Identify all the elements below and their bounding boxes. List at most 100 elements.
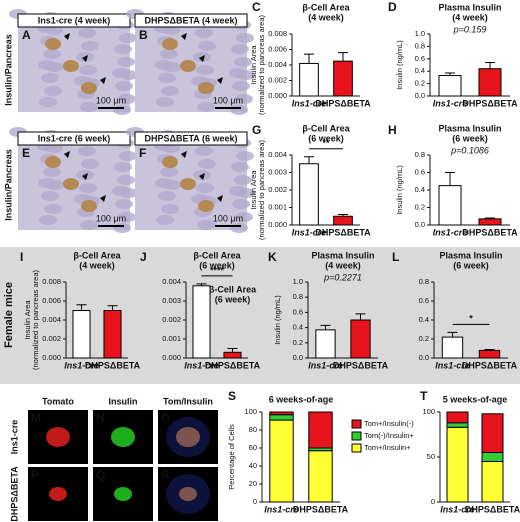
tissue — [79, 65, 97, 75]
tissue — [114, 162, 132, 172]
tissue — [197, 220, 215, 230]
legend-label: Tom(-)/Insulin+ — [364, 431, 414, 440]
chart-title: 6 weeks-of-age — [269, 394, 334, 404]
legend-label: Tom+/Insulin+ — [364, 443, 411, 452]
p-value: p=0.2271 — [323, 272, 362, 282]
label-box — [134, 131, 248, 146]
bar — [103, 310, 122, 359]
y-tick-label: 0.003 — [268, 167, 287, 176]
error-bar — [338, 52, 348, 62]
x-tick-label: DHPSΔBETA — [465, 504, 520, 514]
y-tick-label: 0.6 — [415, 167, 425, 176]
chart-subtitle: (4 week) — [79, 260, 115, 270]
label-box — [17, 131, 131, 146]
tissue — [78, 28, 96, 38]
chart-subtitle: (6 week) — [199, 260, 235, 270]
bar — [299, 62, 319, 97]
tissue — [119, 151, 137, 161]
x-tick-label: Ins1-cre — [184, 360, 219, 370]
y-tick-label: 40 — [249, 461, 257, 470]
micrograph-label: DHPSΔBETA (6 week) — [145, 133, 238, 143]
chart-title: β-Cell Area — [73, 250, 121, 260]
y-tick-label: 0.006 — [268, 44, 287, 53]
error-bar — [485, 217, 495, 219]
islet — [198, 200, 214, 212]
y-tick-label: 0.008 — [42, 277, 61, 286]
arrowhead — [64, 33, 70, 40]
panel-letter: D — [388, 0, 397, 14]
tissue — [232, 81, 250, 91]
y-tick-label: 0.001 — [162, 334, 181, 343]
error-bar — [304, 156, 314, 164]
tissue — [196, 183, 214, 193]
y-tick-label: 0.004 — [42, 315, 61, 324]
panel-letter: B — [139, 28, 148, 42]
y-tick-label: 0.006 — [42, 296, 61, 305]
tissue — [39, 215, 57, 225]
error-bar — [447, 331, 458, 338]
y-tick-label: 0.4 — [419, 315, 429, 324]
row-label: Ins1-cre — [9, 420, 19, 455]
chart-title: Plasma Insulin — [438, 123, 501, 133]
x-tick-label: DHPSΔBETA — [205, 360, 261, 370]
y-tick-label: 60 — [249, 443, 257, 452]
y-tick-label: 0.001 — [268, 202, 287, 211]
tissue — [119, 33, 137, 43]
bar — [333, 60, 353, 97]
arrowhead — [217, 77, 223, 84]
islet — [63, 178, 79, 190]
tissue — [112, 186, 130, 196]
tissue — [115, 81, 133, 91]
bar-segment — [308, 411, 333, 449]
y-tick-label: 0.8 — [415, 41, 425, 50]
signal — [114, 487, 132, 501]
chart-title: β-Cell Area — [193, 250, 241, 260]
y-tick-label: 0.4 — [415, 66, 425, 75]
tissue — [118, 212, 136, 222]
tissue — [114, 44, 132, 54]
bar-segment — [446, 426, 469, 503]
error-bar — [227, 348, 238, 353]
tissue — [230, 223, 248, 233]
bar — [192, 285, 211, 359]
tissue — [234, 57, 252, 67]
y-tick-label: 100 — [244, 407, 257, 416]
arrowhead — [82, 173, 88, 180]
islet — [162, 156, 178, 168]
micrograph-label: Ins1-cre (6 week) — [38, 133, 111, 143]
panel-letter: Q — [96, 468, 105, 482]
y-axis-label: (normalized to pancreas area) — [257, 139, 266, 240]
tissue — [81, 159, 99, 169]
tissue — [229, 68, 247, 78]
x-tick-label: Ins1-cre — [64, 360, 99, 370]
y-tick-label: 0.6 — [293, 307, 303, 316]
tissue — [43, 167, 61, 177]
y-tick-label: 0.004 — [268, 60, 287, 69]
arrowhead — [217, 195, 223, 202]
bar — [441, 336, 464, 359]
y-tick-label: 0.2 — [415, 79, 425, 88]
x-tick-label: DHPSΔBETA — [462, 98, 518, 108]
islet — [81, 82, 97, 94]
micrograph-label: DHPSΔBETA (4 week) — [145, 15, 238, 25]
panel-letter: S — [228, 389, 236, 403]
arrowhead — [100, 195, 106, 202]
panel-letter: H — [388, 123, 397, 137]
bar-segment — [269, 414, 294, 421]
overlay-subtitle: (6 week) — [215, 294, 251, 304]
y-tick-label: 0.2 — [415, 202, 425, 211]
x-tick-label: DHPSΔBETA — [333, 360, 389, 370]
legend-label: Tom+/Insulin(-) — [364, 419, 414, 428]
tissue — [156, 97, 174, 107]
y-tick-label: 0.0 — [293, 353, 303, 362]
signal — [49, 487, 67, 501]
tissue — [80, 220, 98, 230]
tissue — [155, 178, 173, 188]
panel-letter: K — [268, 250, 277, 264]
significance: * — [469, 314, 473, 324]
tissue — [41, 191, 59, 201]
nuclei — [166, 474, 210, 514]
y-tick-label: 0.6 — [419, 296, 429, 305]
tissue — [117, 57, 135, 67]
